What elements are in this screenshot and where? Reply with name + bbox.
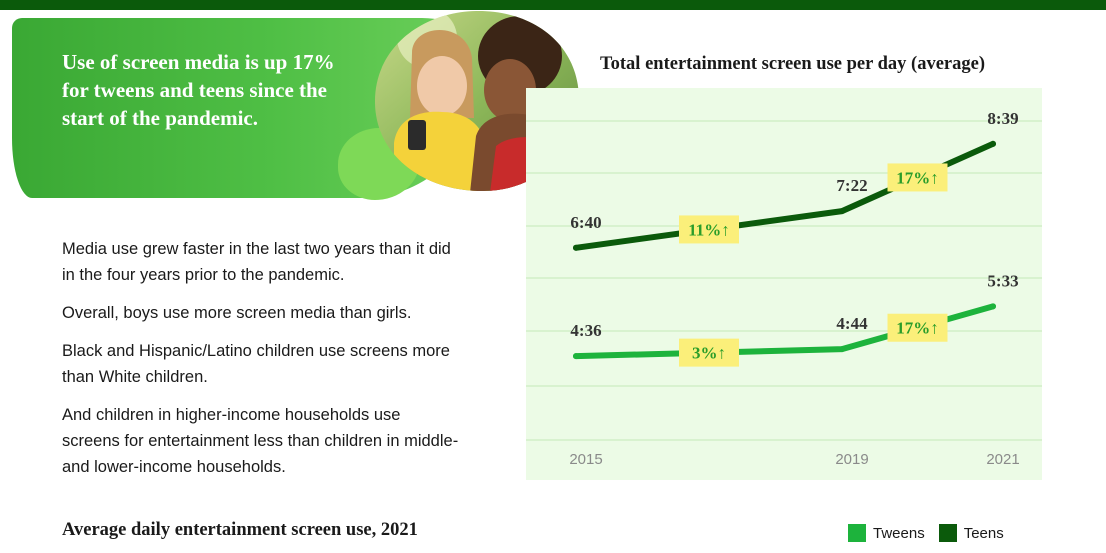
- x-tick-label: 2019: [835, 451, 868, 468]
- chart-legend: Tweens Teens: [848, 524, 1018, 542]
- body-copy: Media use grew faster in the last two ye…: [62, 236, 462, 492]
- data-point-tweens: [839, 346, 845, 353]
- change-badge-label: 11%↑: [688, 220, 730, 239]
- x-tick-label: 2021: [986, 451, 1019, 468]
- data-point-teens: [990, 140, 996, 147]
- change-badge: [679, 338, 739, 367]
- change-badge: [679, 215, 739, 244]
- data-label: 5:33: [987, 271, 1018, 290]
- legend-label: Tweens: [873, 524, 925, 542]
- section-title: Average daily entertainment screen use, …: [62, 520, 418, 540]
- hero-headline: Use of screen media is up 17% for tweens…: [62, 50, 335, 130]
- x-tick-label: 2015: [569, 451, 602, 468]
- data-label: 7:22: [836, 176, 867, 195]
- chart-title: Total entertainment screen use per day (…: [600, 54, 986, 74]
- data-point-teens: [573, 244, 579, 251]
- body-paragraph: Media use grew faster in the last two ye…: [62, 240, 451, 284]
- top-bar: [0, 0, 1106, 10]
- data-point-tweens: [990, 303, 996, 310]
- change-badge: [887, 313, 948, 342]
- legend-swatch-tweens: [848, 524, 866, 542]
- legend-item-teens: Teens: [938, 524, 1004, 542]
- body-paragraph: And children in higher-income households…: [62, 406, 459, 476]
- change-badge-label: 3%↑: [692, 344, 726, 363]
- data-label: 6:40: [570, 213, 601, 232]
- body-paragraph: Black and Hispanic/Latino children use s…: [62, 342, 450, 386]
- data-point-teens: [839, 208, 845, 215]
- change-badge-label: 17%↑: [896, 319, 939, 338]
- data-point-tweens: [573, 353, 579, 360]
- change-badge: [887, 163, 948, 192]
- change-badge-label: 17%↑: [896, 168, 939, 187]
- screen-use-line-chart: 2015 2019 2021 6:40 7:22 8:39 4:36 4:44 5:33 11%↑…: [526, 88, 1042, 480]
- legend-label: Teens: [963, 524, 1004, 542]
- body-paragraph: Overall, boys use more screen media than…: [62, 304, 412, 322]
- plot-background: [526, 88, 1042, 480]
- legend-swatch-teens: [938, 524, 957, 542]
- legend-item-tweens: Tweens: [848, 524, 925, 542]
- data-label: 8:39: [987, 109, 1018, 128]
- data-label: 4:36: [570, 321, 601, 340]
- data-label: 4:44: [836, 314, 868, 333]
